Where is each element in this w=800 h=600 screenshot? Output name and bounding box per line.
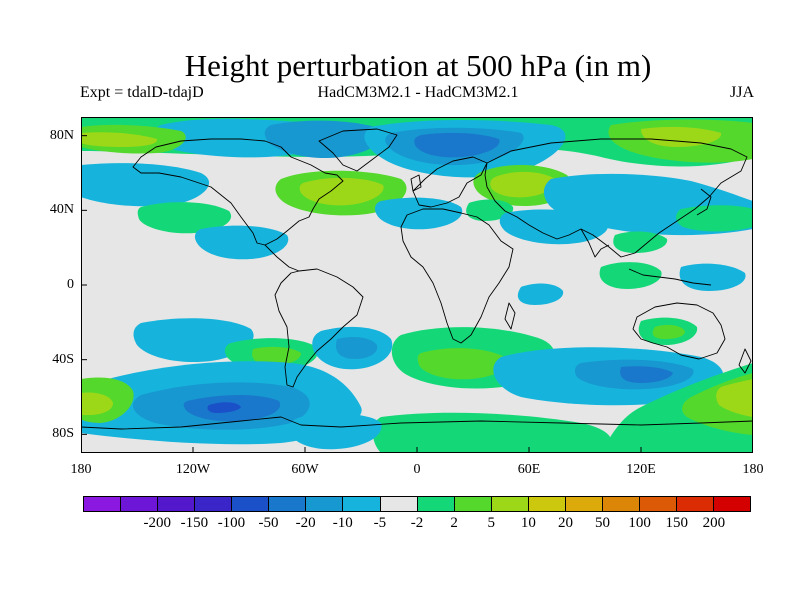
coast-indonesia (628, 268, 712, 286)
colorbar-swatch (677, 497, 715, 511)
colorbar-swatch (491, 497, 529, 511)
contour-siberia-yellow (641, 126, 722, 147)
coast-japan (696, 188, 712, 216)
contour-tropic-blue-2 (679, 263, 746, 291)
colorbar-label: 50 (595, 515, 611, 531)
colorbar-swatch (714, 497, 751, 511)
contour-tropic-blue-1 (517, 283, 564, 305)
contour-se-green (601, 363, 753, 453)
coast-uk (410, 174, 422, 192)
contour-npacific-blue (81, 163, 210, 207)
contour-satlantic-blue-core (335, 337, 378, 359)
colorbar-swatch (454, 497, 492, 511)
contour-dateline-yellow (81, 132, 158, 147)
colorbar-swatch (343, 497, 381, 511)
season-label: JJA (729, 84, 754, 101)
contour-antarctic-blue (288, 413, 382, 450)
coast-asia (484, 138, 748, 258)
lat-tick-label: 80N (49, 127, 74, 143)
coast-africa (400, 208, 514, 344)
contour-sindian-blue-deep (620, 366, 673, 383)
colorbar-label: -200 (143, 515, 171, 531)
contour-aus-green-core (652, 324, 685, 339)
contour-pacific-blue-mid (194, 225, 289, 260)
coast-europe (412, 156, 488, 208)
colorbar-swatch (306, 497, 344, 511)
lon-tick-label: 120E (626, 462, 656, 477)
colorbar-label: 2 (450, 515, 458, 531)
colorbar-label: -5 (373, 515, 387, 531)
colorbar-swatch (565, 497, 603, 511)
coast-antarctica (81, 416, 753, 430)
colorbar-swatch (121, 497, 159, 511)
coast-india (580, 228, 610, 258)
contour-atlantic-yellow (299, 177, 384, 206)
colorbar-label: -100 (217, 515, 246, 531)
coast-australia (632, 302, 726, 360)
coast-north-america (132, 138, 344, 246)
contour-npacific-green (137, 202, 232, 234)
contour-spacific-yellow (252, 346, 301, 365)
coast-central-america (264, 244, 300, 272)
colorbar-label: -10 (332, 515, 353, 531)
colorbar-label: 150 (665, 515, 689, 531)
contour-atlantic-blue-mid (374, 197, 463, 230)
colorbar-swatch (602, 497, 640, 511)
colorbar-swatch (195, 497, 233, 511)
contour-africa-blue (499, 209, 609, 245)
contour-pacific-green-north (676, 205, 753, 232)
coast-south-america (274, 268, 364, 388)
lon-tick-label: 60W (291, 462, 319, 477)
colorbar-swatch (417, 497, 455, 511)
chart-title: Height perturbation at 500 hPa (in m) (184, 48, 652, 83)
colorbar (83, 496, 751, 512)
lat-tick-label: 40N (49, 202, 74, 218)
lon-tick-label: 0 (413, 462, 421, 477)
colorbar-swatch (84, 497, 122, 511)
colorbar-swatch (232, 497, 270, 511)
colorbar-swatch (380, 497, 418, 511)
colorbar-label: -2 (410, 515, 424, 531)
colorbar-swatch (639, 497, 677, 511)
lat-tick-label: 40S (52, 351, 74, 367)
lon-tick-label: 120W (175, 462, 211, 477)
contour-spacific-blue-west (133, 318, 254, 363)
colorbar-label: -50 (258, 515, 279, 531)
lon-tick-label: 180 (742, 462, 764, 477)
contour-south-blue-deep (207, 402, 241, 413)
coast-new-zealand (738, 348, 752, 374)
lon-tick-label: 60E (517, 462, 541, 477)
contour-fills (81, 117, 753, 453)
contour-se-yellow (716, 379, 753, 417)
experiment-label: Expt = tdalD-tdajD (80, 84, 204, 101)
contour-sindian-green2 (417, 348, 507, 380)
lon-tick-label: 180 (70, 462, 92, 477)
colorbar-swatch (158, 497, 196, 511)
model-label: HadCM3M2.1 - HadCM3M2.1 (317, 84, 519, 101)
colorbar-label: 20 (557, 515, 573, 531)
colorbar-label: -20 (295, 515, 316, 531)
contour-asia-yellow (490, 171, 556, 198)
height-perturbation-map (81, 117, 753, 453)
colorbar-swatch (528, 497, 566, 511)
lat-tick-label: 80S (52, 426, 74, 442)
colorbar-label: 10 (520, 515, 536, 531)
colorbar-label: 200 (702, 515, 726, 531)
contour-europe-deep-core (414, 132, 500, 158)
colorbar-label: 100 (628, 515, 651, 531)
coast-greenland (318, 128, 398, 172)
colorbar-swatch (269, 497, 307, 511)
coast-madagascar (504, 302, 516, 330)
contour-tropic-green-1 (599, 262, 662, 289)
contour-africa-green (466, 199, 514, 221)
coastlines (81, 128, 753, 430)
colorbar-label: 5 (487, 515, 495, 531)
colorbar-label: -150 (180, 515, 209, 531)
contour-sw-yellow (81, 392, 113, 415)
lat-tick-label: 0 (67, 277, 74, 292)
